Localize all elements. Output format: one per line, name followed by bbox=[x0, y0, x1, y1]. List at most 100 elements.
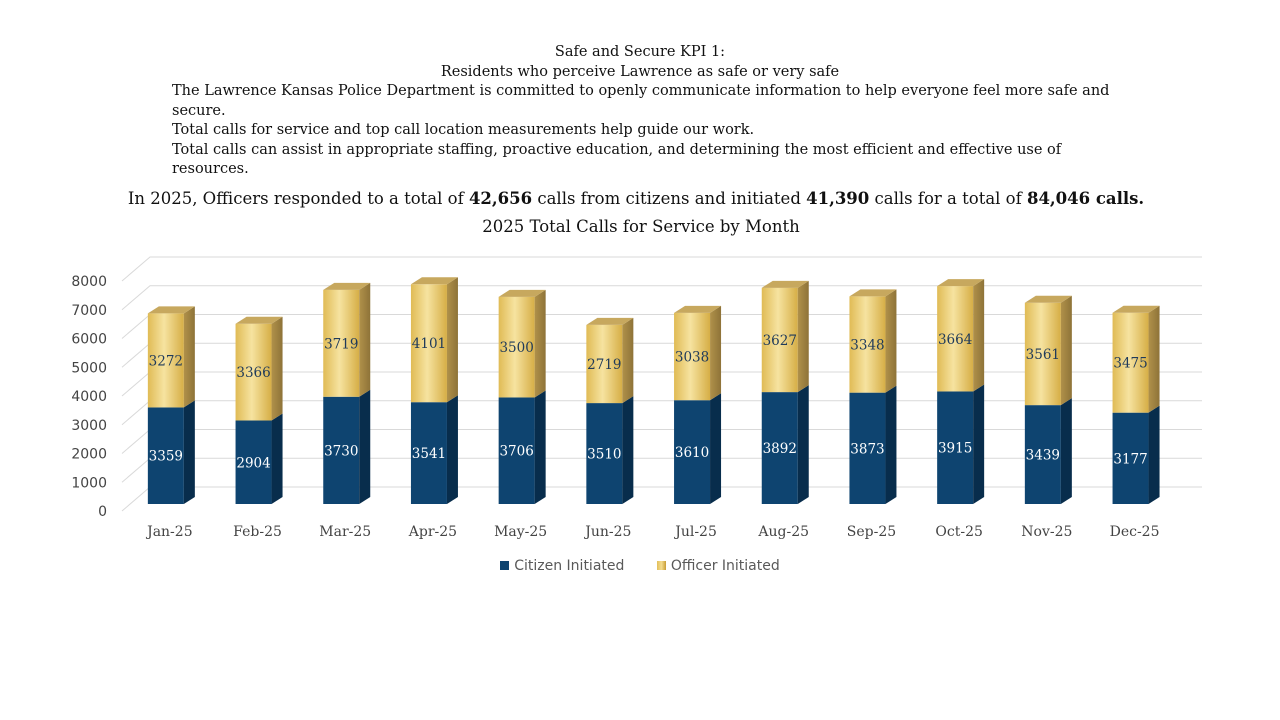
bar-group-dec-25 bbox=[1112, 305, 1160, 504]
bar-officer-side bbox=[183, 306, 195, 408]
bar-group-aug-25 bbox=[761, 280, 809, 504]
x-tick-label: Sep-25 bbox=[847, 524, 896, 540]
bar-officer-side bbox=[359, 282, 371, 397]
x-tick-label: Oct-25 bbox=[935, 524, 983, 540]
x-tick-label: Mar-25 bbox=[319, 524, 371, 540]
x-tick-label: Feb-25 bbox=[233, 524, 282, 540]
y-tick-label: 0 bbox=[98, 504, 107, 520]
data-label-officer: 4101 bbox=[412, 336, 446, 352]
data-label-officer: 3500 bbox=[499, 340, 533, 356]
data-label-citizen: 3510 bbox=[587, 447, 621, 463]
bar-citizen-side bbox=[622, 396, 634, 504]
bar-citizen-jul-25 bbox=[674, 400, 711, 504]
header: Safe and Secure KPI 1: Residents who per… bbox=[0, 42, 1280, 180]
bar-group-jan-25 bbox=[147, 306, 195, 504]
bar-officer-dec-25 bbox=[1112, 312, 1149, 413]
bar-officer-apr-25 bbox=[410, 284, 447, 403]
bar-officer-oct-25 bbox=[937, 286, 974, 392]
bar-citizen-dec-25 bbox=[1112, 412, 1149, 504]
bar-citizen-side bbox=[973, 384, 985, 504]
bar-citizen-side bbox=[271, 413, 283, 504]
y-tick-label: 4000 bbox=[71, 389, 107, 405]
bar-officer-side bbox=[1148, 305, 1160, 413]
data-label-officer: 3038 bbox=[675, 350, 709, 366]
data-label-officer: 3272 bbox=[149, 353, 183, 369]
data-label-citizen: 3610 bbox=[675, 445, 709, 461]
kpi-subtitle: Residents who perceive Lawrence as safe … bbox=[440, 64, 840, 80]
bar-officer-side bbox=[446, 277, 458, 403]
summary-line: In 2025, Officers responded to a total o… bbox=[0, 188, 1272, 210]
y-tick-label: 1000 bbox=[71, 475, 107, 491]
grand-total: 84,046 calls. bbox=[1026, 189, 1145, 208]
bar-officer-sep-25 bbox=[849, 296, 886, 393]
bar-group-mar-25 bbox=[323, 282, 371, 504]
bar-officer-top bbox=[1112, 305, 1160, 313]
data-label-citizen: 3730 bbox=[324, 443, 358, 459]
data-label-officer: 3664 bbox=[938, 332, 972, 348]
x-tick-label: Apr-25 bbox=[408, 524, 457, 540]
bar-citizen-aug-25 bbox=[761, 392, 798, 504]
bar-citizen-feb-25 bbox=[235, 420, 272, 504]
data-label-layer: 3359 3272 2904 3366 3730 3719 3541 4101 3706 3500… bbox=[149, 332, 1148, 471]
data-label-citizen: 3915 bbox=[938, 441, 972, 457]
bar-officer-side bbox=[271, 316, 283, 421]
data-label-officer: 2719 bbox=[587, 357, 621, 373]
bar-officer-jun-25 bbox=[586, 324, 623, 404]
data-label-officer: 3366 bbox=[236, 365, 270, 381]
bar-citizen-jan-25 bbox=[147, 407, 184, 504]
bar-officer-may-25 bbox=[498, 296, 535, 398]
bar-group-feb-25 bbox=[235, 316, 283, 504]
bar-citizen-oct-25 bbox=[937, 391, 974, 504]
legend-label-citizen: Citizen Initiated bbox=[514, 558, 625, 574]
bar-group-apr-25 bbox=[410, 277, 458, 504]
legend-item-officer: Officer Initiated bbox=[656, 558, 780, 574]
bar-citizen-side bbox=[446, 395, 458, 504]
bar-officer-top bbox=[586, 317, 634, 325]
gridline bbox=[121, 285, 1202, 311]
y-axis-ticks: 0 1000 2000 3000 4000 5000 6000 7000 8000 bbox=[71, 274, 107, 520]
data-label-officer: 3475 bbox=[1113, 356, 1147, 372]
bar-officer-feb-25 bbox=[235, 323, 272, 421]
kpi-title: Safe and Secure KPI 1: bbox=[554, 44, 726, 60]
y-tick-label: 6000 bbox=[71, 332, 107, 348]
data-label-citizen: 3541 bbox=[412, 446, 446, 462]
summary-text-3: calls for a total of bbox=[869, 189, 1027, 208]
y-tick-label: 2000 bbox=[71, 447, 107, 463]
bar-officer-top bbox=[323, 282, 371, 290]
data-label-officer: 3561 bbox=[1026, 347, 1060, 363]
bar-group-oct-25 bbox=[937, 279, 985, 504]
y-tick-label: 3000 bbox=[71, 418, 107, 434]
bar-officer-top bbox=[410, 277, 458, 285]
data-label-citizen: 3892 bbox=[763, 441, 797, 457]
data-label-citizen: 3359 bbox=[149, 449, 183, 465]
bar-officer-top bbox=[235, 316, 283, 324]
bar-officer-side bbox=[622, 317, 634, 404]
bar-group-jul-25 bbox=[674, 305, 722, 504]
bar-layer bbox=[147, 277, 1160, 504]
bar-citizen-side bbox=[1148, 405, 1160, 504]
x-tick-label: Nov-25 bbox=[1021, 524, 1072, 540]
bar-group-jun-25 bbox=[586, 317, 634, 504]
bar-citizen-side bbox=[534, 390, 546, 504]
bar-citizen-side bbox=[359, 389, 371, 504]
bar-citizen-side bbox=[797, 385, 809, 504]
bar-officer-side bbox=[534, 289, 546, 398]
legend-swatch-officer bbox=[656, 561, 666, 570]
intro-paragraph-1: The Lawrence Kansas Police Department is… bbox=[172, 83, 1110, 119]
legend: Citizen Initiated Officer Initiated bbox=[0, 558, 1280, 574]
bar-citizen-side bbox=[885, 385, 897, 504]
officer-total: 41,390 bbox=[806, 189, 870, 208]
bar-officer-top bbox=[849, 289, 897, 297]
gridline bbox=[121, 256, 1202, 282]
bar-officer-jan-25 bbox=[147, 313, 184, 408]
y-tick-label: 7000 bbox=[71, 303, 107, 319]
bar-citizen-jun-25 bbox=[586, 403, 623, 504]
data-label-officer: 3627 bbox=[763, 333, 797, 349]
bar-officer-side bbox=[710, 305, 722, 401]
bar-officer-top bbox=[937, 279, 985, 287]
bar-officer-aug-25 bbox=[761, 287, 798, 393]
bar-officer-top bbox=[147, 306, 195, 314]
chart-title: 2025 Total Calls for Service by Month bbox=[482, 217, 800, 236]
data-label-citizen: 3873 bbox=[850, 441, 884, 457]
